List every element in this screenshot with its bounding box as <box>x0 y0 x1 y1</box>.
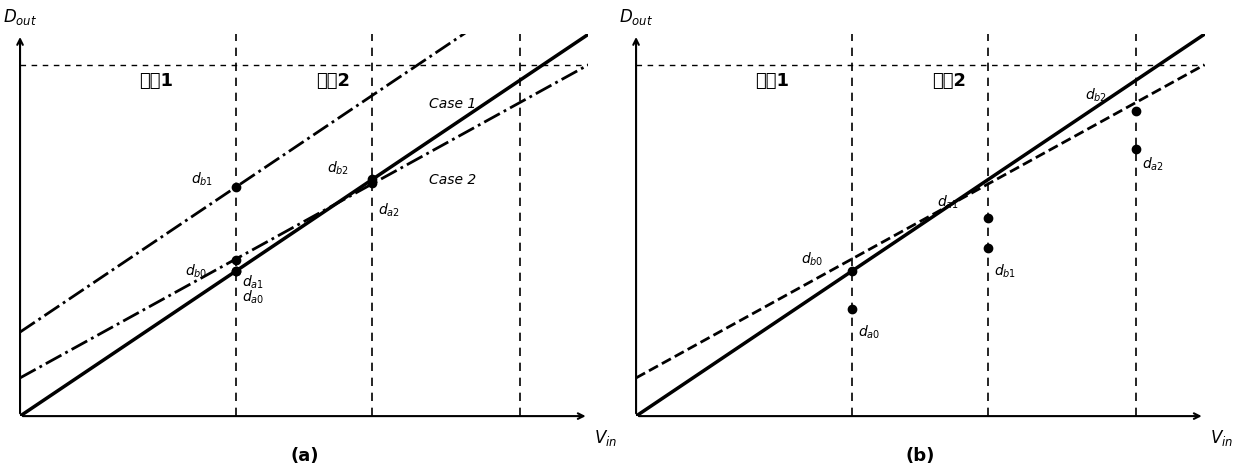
Text: $d_{a0}$: $d_{a0}$ <box>857 323 880 341</box>
Text: $V_{in}$: $V_{in}$ <box>595 428 617 447</box>
Text: $d_{b2}$: $d_{b2}$ <box>1085 86 1108 104</box>
Text: $d_{b1}$: $d_{b1}$ <box>191 171 213 188</box>
Text: (a): (a) <box>290 446 318 465</box>
Text: Case 2: Case 2 <box>430 173 477 187</box>
Text: $d_{a2}$: $d_{a2}$ <box>378 201 400 219</box>
Text: $d_{b1}$: $d_{b1}$ <box>994 262 1016 280</box>
Text: $d_{a1}$: $d_{a1}$ <box>242 274 264 291</box>
Text: $d_{a0}$: $d_{a0}$ <box>242 289 264 306</box>
Text: (b): (b) <box>906 446 935 465</box>
Text: $d_{b0}$: $d_{b0}$ <box>185 262 207 280</box>
Text: 区域1: 区域1 <box>140 72 173 90</box>
Text: Case 1: Case 1 <box>430 96 477 110</box>
Text: $D_{out}$: $D_{out}$ <box>620 7 653 26</box>
Text: $d_{b2}$: $d_{b2}$ <box>327 159 349 177</box>
Text: 区域1: 区域1 <box>756 72 789 90</box>
Text: $d_{a2}$: $d_{a2}$ <box>1142 156 1163 173</box>
Text: 区域2: 区域2 <box>316 72 349 90</box>
Text: $d_{b0}$: $d_{b0}$ <box>800 251 824 268</box>
Text: 区域2: 区域2 <box>932 72 965 90</box>
Text: $d_{a1}$: $d_{a1}$ <box>938 194 959 211</box>
Text: $V_{in}$: $V_{in}$ <box>1211 428 1233 447</box>
Text: $D_{out}$: $D_{out}$ <box>2 7 37 26</box>
